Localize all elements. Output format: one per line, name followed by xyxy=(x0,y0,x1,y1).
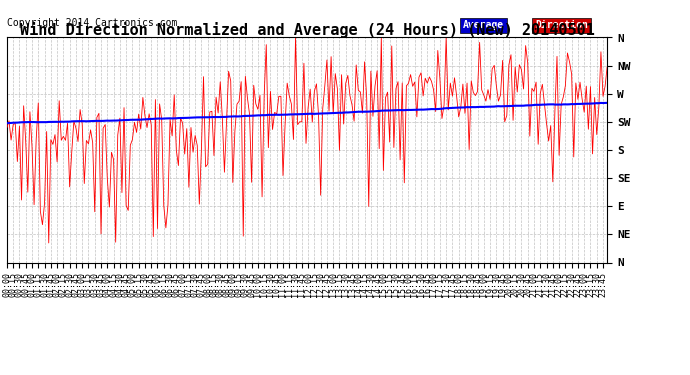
Text: Direction: Direction xyxy=(535,21,588,30)
Text: Average: Average xyxy=(463,21,504,30)
Title: Wind Direction Normalized and Average (24 Hours) (New) 20140501: Wind Direction Normalized and Average (2… xyxy=(19,21,595,38)
Text: Copyright 2014 Cartronics.com: Copyright 2014 Cartronics.com xyxy=(7,18,177,28)
